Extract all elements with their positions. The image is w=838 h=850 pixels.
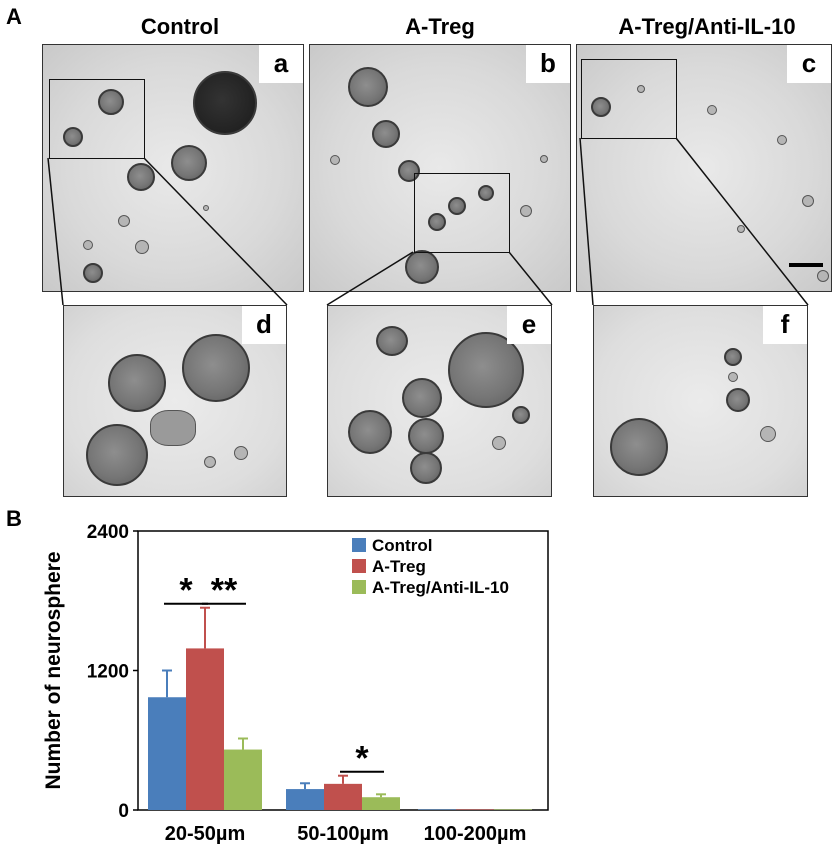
- bar-control: [418, 809, 456, 810]
- neurosphere: [724, 348, 742, 366]
- neurosphere: [448, 197, 466, 215]
- neurosphere: [376, 326, 408, 356]
- micrograph-b: b: [309, 44, 571, 292]
- cell: [817, 270, 829, 282]
- neurosphere: [63, 127, 83, 147]
- legend-label: A-Treg/Anti-IL-10: [372, 578, 509, 597]
- legend-swatch: [352, 538, 366, 552]
- neurosphere: [98, 89, 124, 115]
- legend-swatch: [352, 580, 366, 594]
- neurosphere-bar-chart: 0 1200 2400 Number of neurosphere 20-50µm 50-…: [42, 522, 549, 845]
- bar-a-treg-anti-il-10: [362, 797, 400, 810]
- bar-a-treg: [456, 809, 494, 810]
- cell: [150, 410, 196, 446]
- micrograph-d: d: [63, 305, 287, 497]
- neurosphere: [86, 424, 148, 486]
- neurosphere: [193, 71, 257, 135]
- neurosphere: [402, 378, 442, 418]
- image-tag-b: b: [526, 45, 570, 83]
- neurosphere: [171, 145, 207, 181]
- neurosphere: [408, 418, 444, 454]
- neurosphere: [348, 410, 392, 454]
- image-tag-d: d: [242, 306, 286, 344]
- zoom-region-a: [49, 79, 145, 159]
- column-title-a-treg: A-Treg: [405, 14, 475, 39]
- y-tick-label: 1200: [87, 662, 129, 683]
- panel-b-label: B: [6, 506, 22, 531]
- cell: [330, 155, 340, 165]
- panel-a-label: A: [6, 4, 22, 29]
- significance-marker: **: [211, 572, 238, 610]
- cell: [707, 105, 717, 115]
- column-title-a-treg-anti-il-10: A-Treg/Anti-IL-10: [618, 14, 796, 39]
- cell: [802, 195, 814, 207]
- micrograph-f: f: [593, 305, 808, 497]
- scale-bar: [789, 263, 823, 267]
- cell: [777, 135, 787, 145]
- neurosphere: [108, 354, 166, 412]
- image-tag-e: e: [507, 306, 551, 344]
- legend-label: Control: [372, 536, 432, 555]
- neurosphere: [448, 332, 524, 408]
- bar-a-treg: [324, 783, 362, 810]
- legend-swatch: [352, 559, 366, 573]
- image-tag-c: c: [787, 45, 831, 83]
- cell: [204, 456, 216, 468]
- neurosphere: [348, 67, 388, 107]
- y-tick-label: 2400: [87, 522, 129, 543]
- neurosphere: [372, 120, 400, 148]
- bar-a-treg: [186, 648, 224, 810]
- significance-marker: *: [355, 740, 369, 778]
- significance-marker: *: [179, 572, 193, 610]
- image-tag-a: a: [259, 45, 303, 83]
- bar-a-treg-anti-il-10: [494, 809, 532, 810]
- zoom-region-c: [581, 59, 677, 139]
- bar-control: [286, 789, 324, 810]
- neurosphere: [410, 452, 442, 484]
- bar-control: [148, 697, 186, 810]
- neurosphere: [127, 163, 155, 191]
- cell: [492, 436, 506, 450]
- micrograph-c: c: [576, 44, 832, 292]
- y-tick-label: 0: [118, 801, 129, 822]
- image-tag-f: f: [763, 306, 807, 344]
- bar-a-treg-anti-il-10: [224, 749, 262, 810]
- cell: [203, 205, 209, 211]
- neurosphere: [478, 185, 494, 201]
- cell: [540, 155, 548, 163]
- legend-label: A-Treg: [372, 557, 426, 576]
- micrograph-a: a: [42, 44, 304, 292]
- neurosphere: [182, 334, 250, 402]
- micrograph-e: e: [327, 305, 552, 497]
- cell: [234, 446, 248, 460]
- zoom-region-b: [414, 173, 510, 253]
- y-axis-label: Number of neurosphere: [42, 551, 65, 789]
- neurosphere: [726, 388, 750, 412]
- column-title-control: Control: [140, 14, 220, 39]
- neurosphere: [512, 406, 530, 424]
- neurosphere: [591, 97, 611, 117]
- cell: [118, 215, 130, 227]
- cell: [83, 240, 93, 250]
- cell: [728, 372, 738, 382]
- cell: [737, 225, 745, 233]
- cell: [637, 85, 645, 93]
- neurosphere: [405, 250, 439, 284]
- neurosphere: [610, 418, 668, 476]
- neurosphere: [83, 263, 103, 283]
- cell: [520, 205, 532, 217]
- x-category-label: 20-50µm: [165, 823, 245, 845]
- x-category-label: 50-100µm: [297, 823, 389, 845]
- cell: [135, 240, 149, 254]
- x-category-label: 100-200µm: [424, 823, 527, 845]
- neurosphere: [428, 213, 446, 231]
- cell: [760, 426, 776, 442]
